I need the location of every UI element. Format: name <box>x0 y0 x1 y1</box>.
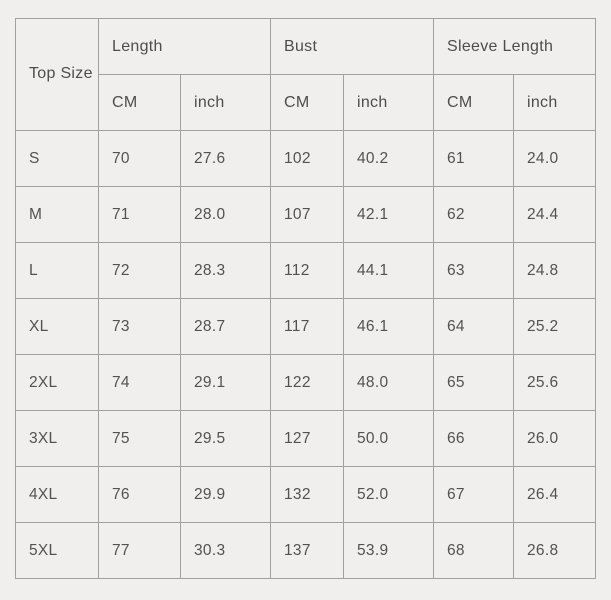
value-cell: 64 <box>433 298 514 355</box>
value-cell: 52.0 <box>343 466 434 523</box>
value-cell: 29.1 <box>180 354 271 411</box>
value-cell: 28.3 <box>180 242 271 299</box>
table-body: S 70 27.6 102 40.2 61 24.0 M 71 28.0 107… <box>15 130 596 579</box>
value-cell: 77 <box>98 522 181 579</box>
size-cell: M <box>15 186 99 243</box>
unit-header-bust-inch: inch <box>343 74 434 131</box>
value-cell: 26.4 <box>513 466 596 523</box>
value-cell: 24.4 <box>513 186 596 243</box>
value-cell: 76 <box>98 466 181 523</box>
table-row: S 70 27.6 102 40.2 61 24.0 <box>15 130 596 187</box>
value-cell: 107 <box>270 186 344 243</box>
value-cell: 132 <box>270 466 344 523</box>
value-cell: 127 <box>270 410 344 467</box>
unit-header-sleeve-cm: CM <box>433 74 514 131</box>
table-row: L 72 28.3 112 44.1 63 24.8 <box>15 242 596 299</box>
group-header-length: Length <box>98 18 271 75</box>
value-cell: 26.8 <box>513 522 596 579</box>
value-cell: 50.0 <box>343 410 434 467</box>
table-row: 2XL 74 29.1 122 48.0 65 25.6 <box>15 354 596 411</box>
table-row: 3XL 75 29.5 127 50.0 66 26.0 <box>15 410 596 467</box>
value-cell: 27.6 <box>180 130 271 187</box>
value-cell: 70 <box>98 130 181 187</box>
value-cell: 74 <box>98 354 181 411</box>
corner-header-top-size: Top Size <box>15 18 99 131</box>
value-cell: 75 <box>98 410 181 467</box>
value-cell: 29.5 <box>180 410 271 467</box>
table-row: 4XL 76 29.9 132 52.0 67 26.4 <box>15 466 596 523</box>
value-cell: 66 <box>433 410 514 467</box>
value-cell: 117 <box>270 298 344 355</box>
value-cell: 72 <box>98 242 181 299</box>
group-header-sleeve-length: Sleeve Length <box>433 18 596 75</box>
value-cell: 61 <box>433 130 514 187</box>
value-cell: 71 <box>98 186 181 243</box>
value-cell: 42.1 <box>343 186 434 243</box>
table-header: Top Size Length Bust Sleeve Length CM in… <box>15 18 596 131</box>
value-cell: 29.9 <box>180 466 271 523</box>
value-cell: 67 <box>433 466 514 523</box>
value-cell: 122 <box>270 354 344 411</box>
size-cell: 2XL <box>15 354 99 411</box>
size-chart-table: Top Size Length Bust Sleeve Length CM in… <box>15 18 596 579</box>
value-cell: 25.6 <box>513 354 596 411</box>
unit-header-length-inch: inch <box>180 74 271 131</box>
group-header-row: Top Size Length Bust Sleeve Length <box>15 18 596 131</box>
size-cell: XL <box>15 298 99 355</box>
table-row: 5XL 77 30.3 137 53.9 68 26.8 <box>15 522 596 579</box>
value-cell: 44.1 <box>343 242 434 299</box>
size-cell: 5XL <box>15 522 99 579</box>
value-cell: 46.1 <box>343 298 434 355</box>
unit-header-sleeve-inch: inch <box>513 74 596 131</box>
unit-header-row: CM inch CM inch CM inch <box>16 74 596 131</box>
value-cell: 40.2 <box>343 130 434 187</box>
value-cell: 102 <box>270 130 344 187</box>
value-cell: 24.0 <box>513 130 596 187</box>
value-cell: 28.0 <box>180 186 271 243</box>
size-cell: L <box>15 242 99 299</box>
value-cell: 63 <box>433 242 514 299</box>
value-cell: 48.0 <box>343 354 434 411</box>
value-cell: 28.7 <box>180 298 271 355</box>
table-row: M 71 28.0 107 42.1 62 24.4 <box>15 186 596 243</box>
value-cell: 30.3 <box>180 522 271 579</box>
table-row: XL 73 28.7 117 46.1 64 25.2 <box>15 298 596 355</box>
size-cell: 4XL <box>15 466 99 523</box>
group-header-bust: Bust <box>270 18 434 75</box>
size-cell: 3XL <box>15 410 99 467</box>
value-cell: 62 <box>433 186 514 243</box>
unit-header-length-cm: CM <box>98 74 181 131</box>
value-cell: 68 <box>433 522 514 579</box>
value-cell: 25.2 <box>513 298 596 355</box>
value-cell: 53.9 <box>343 522 434 579</box>
value-cell: 112 <box>270 242 344 299</box>
size-cell: S <box>15 130 99 187</box>
value-cell: 26.0 <box>513 410 596 467</box>
unit-header-bust-cm: CM <box>270 74 344 131</box>
value-cell: 137 <box>270 522 344 579</box>
value-cell: 73 <box>98 298 181 355</box>
value-cell: 65 <box>433 354 514 411</box>
value-cell: 24.8 <box>513 242 596 299</box>
